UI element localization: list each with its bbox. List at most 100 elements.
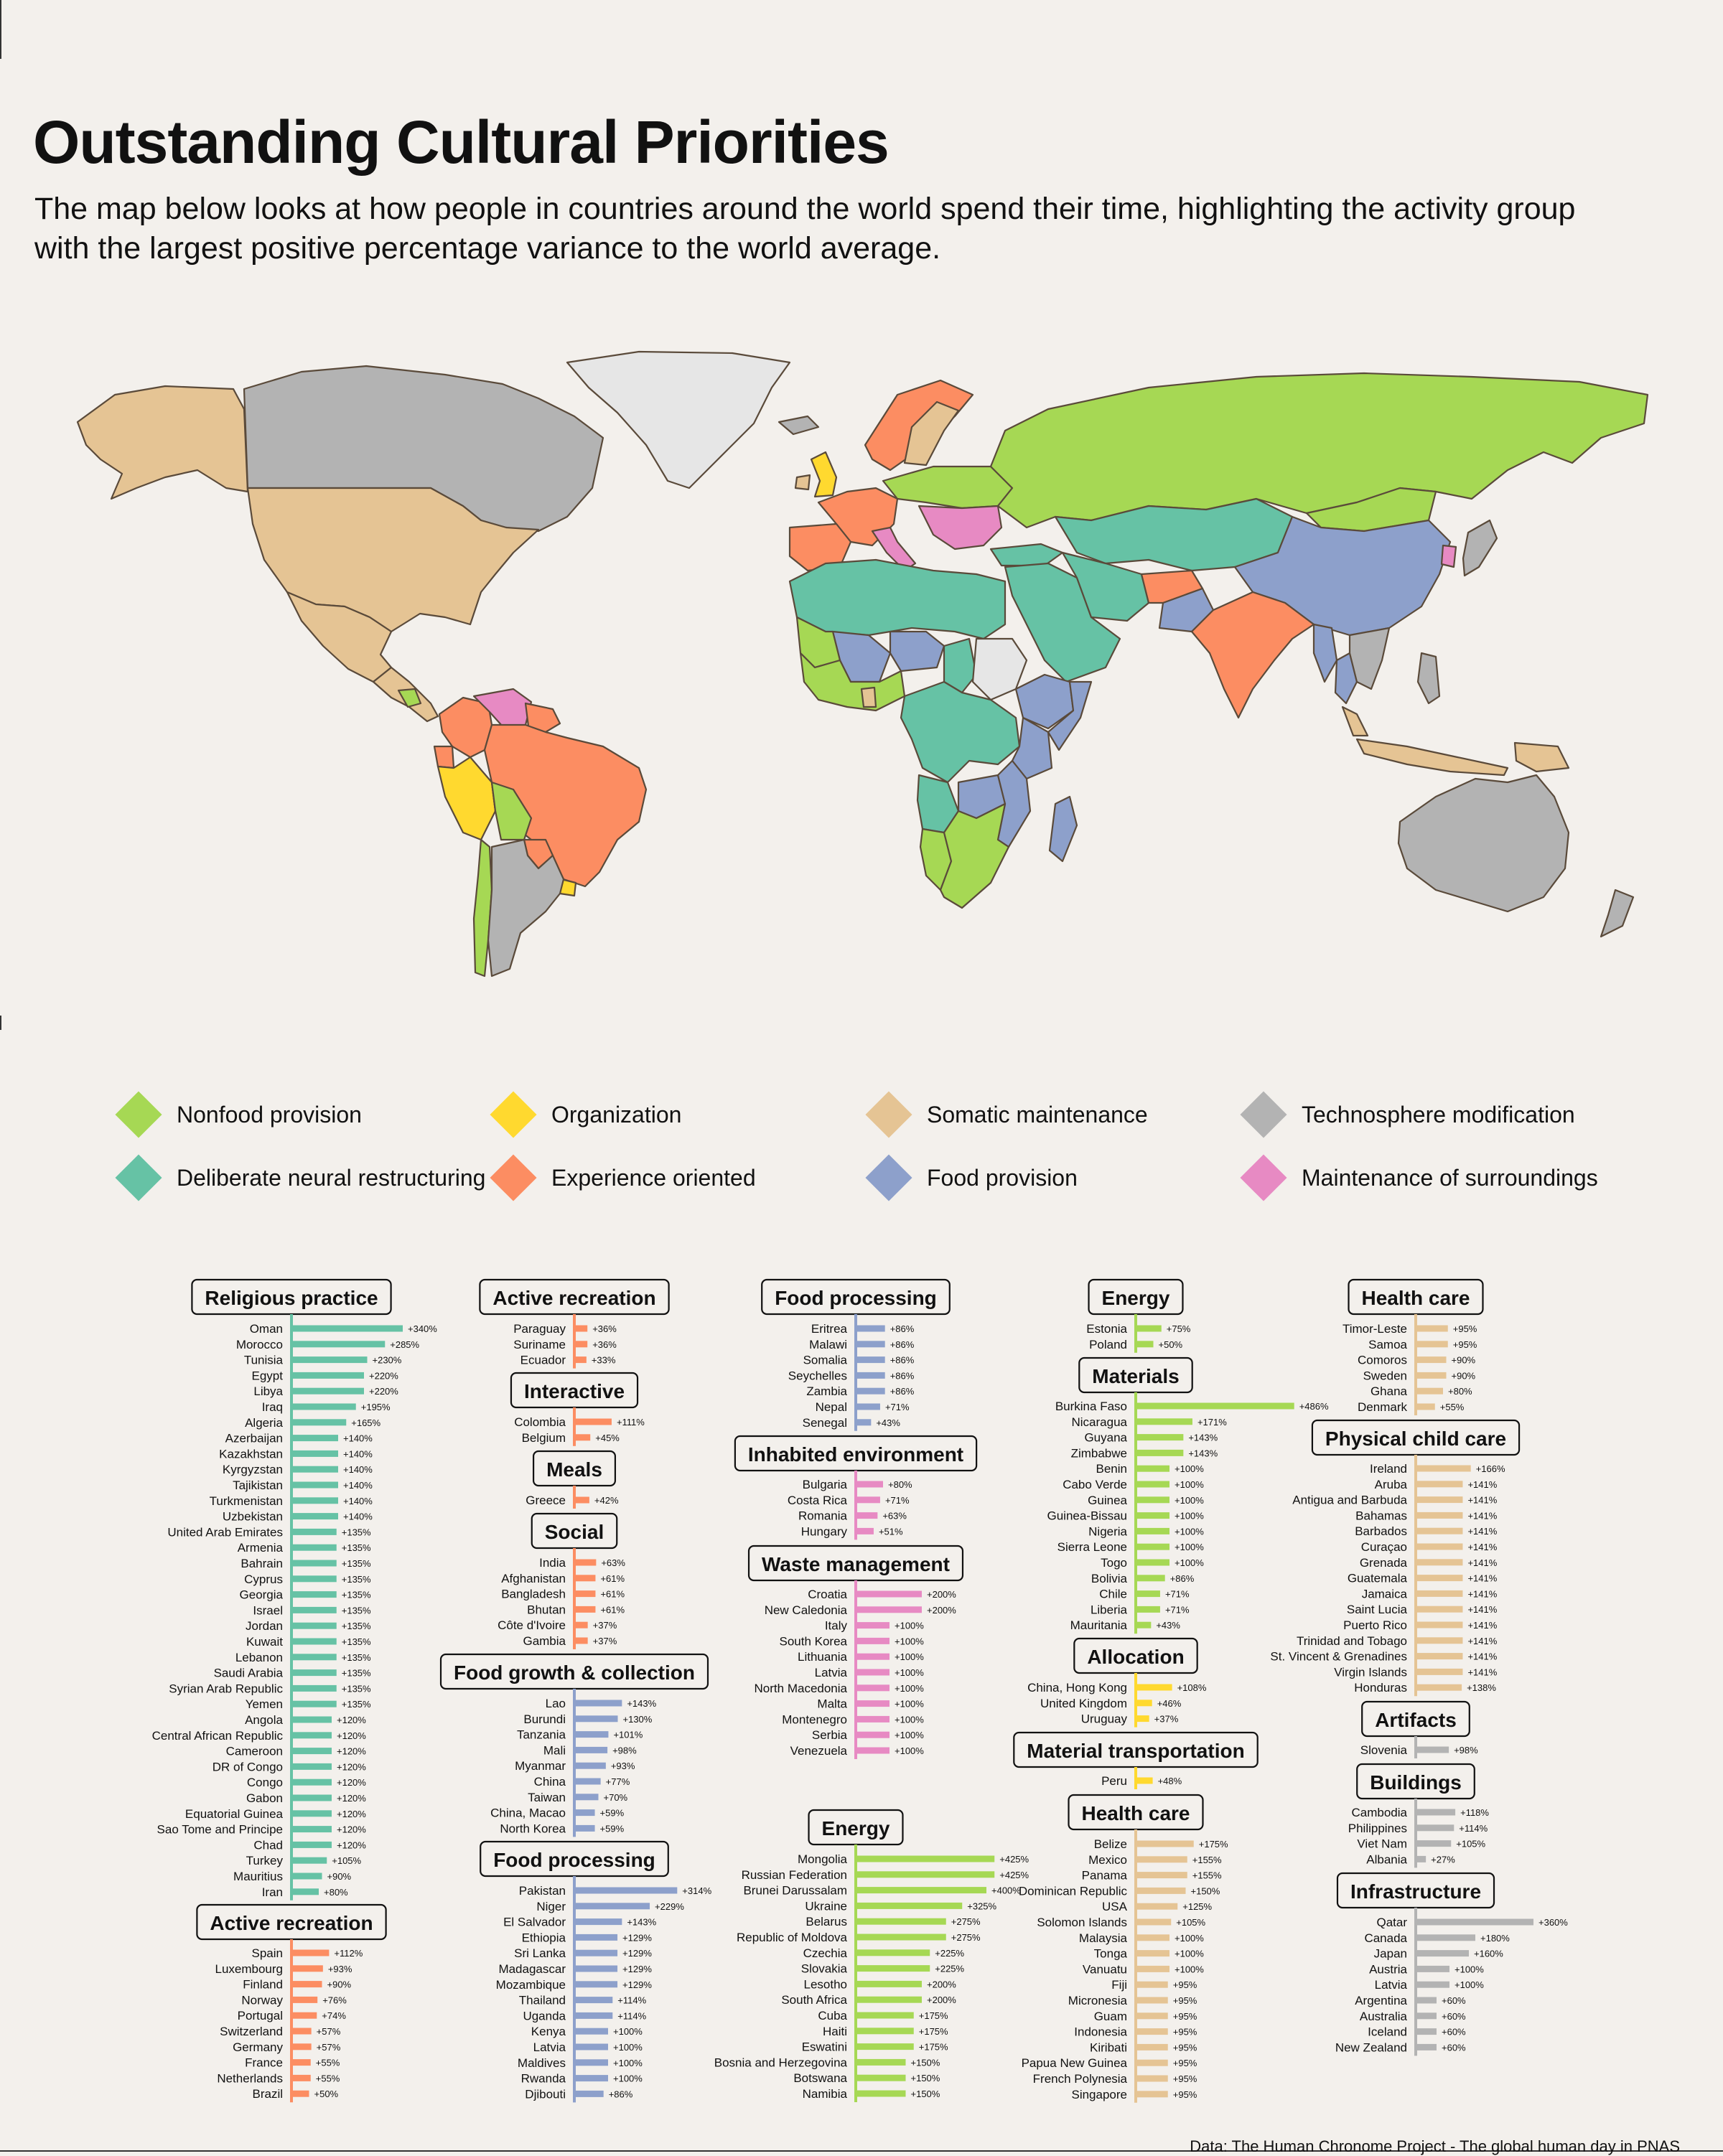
value-label: +400%: [991, 1885, 1021, 1896]
category-label: Malawi: [809, 1338, 847, 1351]
bar: [857, 1372, 885, 1379]
bar: [857, 1419, 872, 1426]
map-region-united-kingdom: [810, 451, 838, 498]
category-label: Nepal: [816, 1400, 847, 1414]
value-label: +77%: [606, 1776, 630, 1787]
value-label: +36%: [592, 1339, 617, 1350]
map-region-indochina: [1348, 627, 1391, 690]
category-label: Chad: [253, 1838, 283, 1852]
bar: [293, 2059, 311, 2066]
bar: [293, 1716, 332, 1723]
category-label: Angola: [245, 1713, 283, 1727]
category-label: Austria: [1369, 1962, 1407, 1976]
bar: [293, 1669, 337, 1677]
bar: [293, 1888, 319, 1895]
category-label: Lithuania: [798, 1650, 848, 1664]
category-label: Djibouti: [525, 2087, 566, 2101]
bar: [1137, 1418, 1192, 1425]
value-label: +200%: [927, 1979, 956, 1989]
value-label: +100%: [1175, 1526, 1204, 1537]
category-label: Barbados: [1355, 1524, 1407, 1538]
category-label: Azerbaijan: [225, 1432, 283, 1445]
map-region-balkans: [917, 505, 1003, 550]
bar: [1137, 1481, 1169, 1488]
category-label: Venezuela: [790, 1744, 848, 1758]
category-label: Sierra Leone: [1057, 1540, 1127, 1554]
bar-chart-materials: Materials Burkina Faso +486% Nicaragua +171%…: [1047, 1356, 1329, 1634]
bar: [293, 1606, 337, 1613]
bar: [1417, 1481, 1463, 1488]
category-label: Suriname: [513, 1338, 566, 1351]
bar-chart-energy: Energy Estonia +75% Poland +50%: [1086, 1278, 1191, 1353]
category-label: Curaçao: [1361, 1540, 1407, 1554]
value-label: +95%: [1173, 1995, 1197, 2006]
category-label: Armenia: [238, 1541, 284, 1555]
bar: [857, 1356, 885, 1364]
bar: [1137, 1543, 1169, 1550]
bar: [1137, 1918, 1172, 1926]
category-label: Iraq: [262, 1400, 283, 1414]
bar: [576, 1794, 599, 1801]
category-label: Guinea-Bissau: [1047, 1509, 1127, 1523]
bar: [857, 1980, 922, 1987]
category-label: Italy: [825, 1619, 848, 1633]
bar: [293, 1481, 338, 1489]
category-label: Mauritius: [233, 1870, 283, 1883]
bar: [1417, 1527, 1463, 1534]
category-label: Tajikistan: [233, 1478, 283, 1492]
category-label: Uruguay: [1081, 1712, 1128, 1726]
bar: [293, 1591, 337, 1598]
bar: [576, 1934, 618, 1941]
category-label: Somalia: [803, 1354, 848, 1367]
map-region-mexico: [286, 591, 393, 683]
bar: [857, 1996, 922, 2003]
value-label: +100%: [895, 1636, 924, 1646]
value-label: +100%: [1175, 1511, 1204, 1522]
bar-chart-allocation: Allocation China, Hong Kong +108% United Ki…: [1027, 1637, 1207, 1728]
category-label: Denmark: [1358, 1400, 1407, 1414]
category-label: Czechia: [803, 1946, 848, 1960]
bar: [293, 1778, 332, 1786]
map-region-thailand: [1334, 652, 1358, 705]
value-label: +111%: [617, 1417, 645, 1428]
category-label: Burundi: [523, 1712, 566, 1726]
value-label: +100%: [895, 1683, 924, 1694]
value-label: +120%: [337, 1761, 366, 1772]
category-label: Zambia: [806, 1384, 847, 1398]
bar: [1137, 1684, 1172, 1691]
bar: [1137, 1559, 1169, 1566]
category-label: Belarus: [806, 1915, 847, 1928]
value-label: +200%: [927, 1995, 956, 2005]
bar: [293, 1873, 322, 1880]
value-label: +141%: [1467, 1588, 1497, 1599]
category-label: Republic of Moldova: [737, 1931, 848, 1944]
category-label: Nigeria: [1088, 1524, 1127, 1538]
value-label: +135%: [342, 1621, 371, 1631]
bar: [857, 1622, 889, 1629]
bar: [1137, 1981, 1168, 1988]
category-label: Ukraine: [805, 1899, 847, 1913]
value-label: +141%: [1467, 1479, 1497, 1490]
value-label: +135%: [342, 1590, 371, 1600]
bar: [857, 1700, 889, 1707]
chart-title: Materials: [1092, 1365, 1179, 1387]
category-label: New Caledonia: [765, 1603, 848, 1617]
value-label: +140%: [343, 1511, 373, 1522]
category-label: Brunei Darussalam: [743, 1884, 847, 1898]
bar: [857, 1918, 946, 1925]
value-label: +150%: [911, 2073, 940, 2084]
value-label: +74%: [322, 2010, 346, 2021]
category-label: Iran: [262, 1885, 283, 1899]
value-label: +100%: [895, 1714, 924, 1725]
bar: [576, 2075, 608, 2082]
category-label: Papua New Guinea: [1022, 2056, 1128, 2070]
value-label: +100%: [1175, 1479, 1204, 1490]
bar: [1137, 2059, 1168, 2066]
bar: [293, 1450, 338, 1457]
category-label: Tanzania: [517, 1728, 566, 1742]
bar: [293, 1528, 337, 1535]
chart-title: Active recreation: [210, 1912, 373, 1934]
category-label: Guatemala: [1348, 1572, 1408, 1585]
category-label: Sao Tome and Principe: [157, 1823, 283, 1837]
category-label: Togo: [1101, 1556, 1127, 1570]
